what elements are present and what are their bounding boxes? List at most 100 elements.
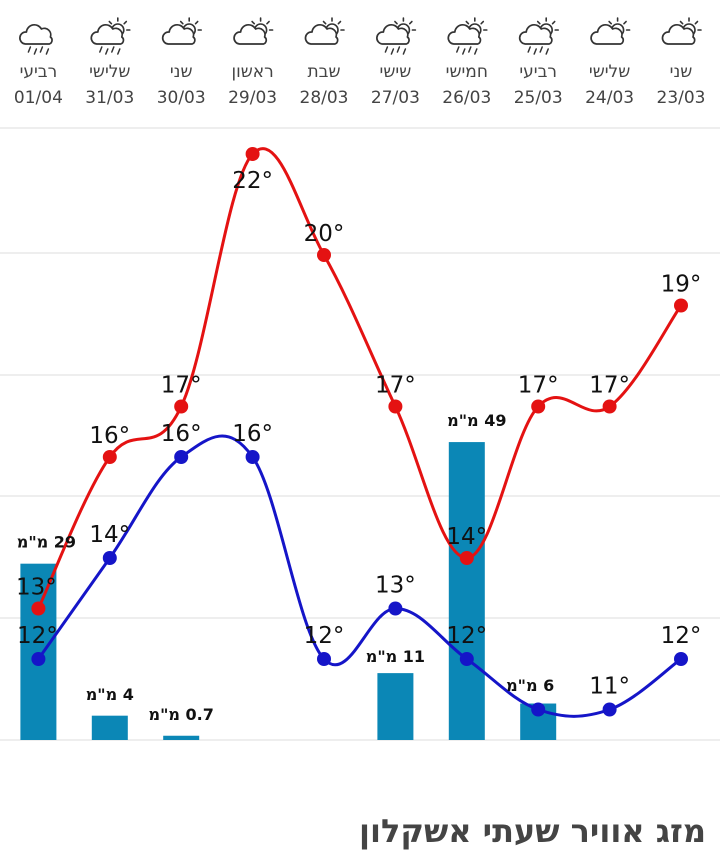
low-temp-label: 11°: [589, 674, 630, 700]
partly-cloudy-icon: [161, 17, 202, 45]
rain-bars: [20, 442, 557, 740]
day-name: ראשון: [231, 62, 273, 82]
rain-amount-label: 29 מ"מ: [17, 533, 76, 552]
high-temp-label: 16°: [89, 423, 130, 449]
day-header: שבת 28/03: [300, 17, 349, 108]
day-name: רביעי: [20, 62, 58, 82]
rain-cloud-sun-icon: [518, 17, 560, 55]
day-header: ראשון 29/03: [228, 17, 277, 108]
high-temp-point: [674, 298, 688, 313]
low-temp-point: [174, 450, 189, 464]
sun-ray: [623, 20, 627, 25]
partly-cloudy-icon: [304, 17, 345, 45]
rain-drop: [474, 48, 478, 55]
partly-cloudy-icon: [590, 17, 631, 45]
low-temp-label: 16°: [232, 421, 273, 447]
rain-drop: [390, 48, 395, 55]
sun-ray: [536, 20, 541, 25]
rain-drop: [468, 46, 472, 53]
low-temp-point: [602, 702, 617, 717]
rain-amount-label: 49 מ"מ: [447, 411, 506, 430]
page-title: מזג אוויר שעתי אשקלון: [359, 812, 706, 850]
rain-drop: [27, 46, 32, 53]
day-date: 30/03: [157, 88, 206, 108]
high-temp-label: 17°: [518, 373, 559, 399]
rain-drop: [384, 46, 389, 53]
high-temp-label: 17°: [161, 373, 202, 399]
rain-drop: [33, 48, 38, 55]
low-temp-label: 12°: [17, 623, 58, 649]
day-header: שני 30/03: [157, 17, 206, 108]
rain-drop: [111, 46, 115, 53]
high-temp-point: [531, 399, 546, 414]
high-temp-point: [459, 551, 474, 565]
rain-drop: [117, 48, 121, 55]
low-temp-point: [245, 450, 260, 464]
high-temp-label: 14°: [446, 524, 487, 550]
high-temp-line: [37, 147, 683, 610]
sun-ray: [179, 20, 184, 25]
day-header: חמישי 26/03: [442, 17, 491, 108]
high-temp-point: [31, 601, 46, 616]
day-name: רביעי: [519, 62, 557, 82]
low-temp-label: 12°: [304, 623, 345, 649]
day-name: שלישי: [589, 62, 630, 82]
day-header: שלישי 31/03: [85, 17, 134, 108]
rain-drop: [462, 48, 466, 55]
day-name: חמישי: [446, 62, 488, 82]
cloud-shape: [661, 23, 696, 45]
low-temp-point: [674, 652, 688, 666]
rain-drop: [456, 46, 460, 53]
high-temp-label: 13°: [16, 575, 57, 601]
day-date: 28/03: [300, 88, 349, 108]
sun-ray: [194, 20, 199, 25]
temperature-lines: [37, 147, 683, 718]
rain-drop: [402, 48, 407, 55]
high-temp-point: [388, 399, 403, 414]
high-temp-label: 19°: [661, 272, 702, 298]
rain-drop: [105, 48, 109, 55]
low-temp-point: [531, 702, 546, 717]
sun-ray: [123, 20, 128, 25]
rain-bar: [91, 715, 128, 740]
high-temp-label: 17°: [375, 373, 416, 399]
rain-cloud-sun-icon: [90, 17, 131, 55]
cloud-shape: [376, 23, 410, 45]
day-header: שני 23/03: [657, 17, 706, 108]
sun-ray: [608, 20, 613, 25]
sun-ray: [322, 20, 327, 25]
cloud-shape: [233, 23, 268, 45]
low-temp-point: [388, 601, 403, 616]
temperature-points: [31, 147, 688, 717]
day-header: שלישי 24/03: [585, 17, 634, 108]
rain-cloud-sun-icon: [376, 17, 417, 55]
day-name: שלישי: [89, 62, 130, 82]
sun-ray: [480, 20, 485, 25]
day-date: 24/03: [585, 88, 634, 108]
day-date: 31/03: [85, 88, 134, 108]
rain-drop: [539, 46, 543, 53]
high-temp-point: [602, 399, 617, 414]
day-date: 27/03: [371, 88, 420, 108]
low-temp-label: 14°: [89, 522, 130, 548]
sun-ray: [694, 20, 699, 25]
day-name: שני: [670, 62, 693, 82]
cloud-shape: [590, 23, 625, 45]
cloud-shape: [19, 23, 53, 45]
day-name: שבת: [307, 62, 340, 82]
sun-ray: [108, 20, 113, 25]
rain-bar: [377, 673, 414, 740]
sun-ray: [266, 20, 270, 25]
rain-amount-label: 0.7 מ"מ: [148, 705, 213, 724]
rain-drop: [45, 48, 50, 55]
chart-labels: 19° 17° 17° 14° 17° 20° 22° 17° 16° 13° 12° 11° 12° 1…: [16, 168, 701, 724]
rain-bar: [448, 442, 485, 740]
sun-ray: [408, 20, 413, 25]
sun-ray: [679, 20, 684, 25]
day-date: 25/03: [514, 88, 563, 108]
low-temp-line: [37, 434, 682, 718]
sun-ray: [394, 20, 398, 25]
rain-drop: [533, 48, 537, 55]
day-name: שישי: [380, 62, 412, 82]
